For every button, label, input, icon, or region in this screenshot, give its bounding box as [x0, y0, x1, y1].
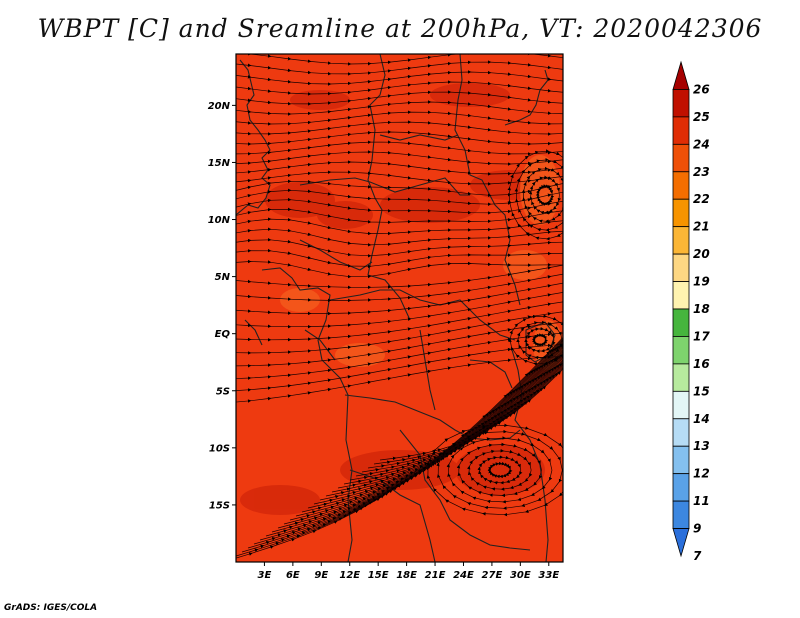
colorbar-label: 12 — [693, 467, 710, 481]
streamline — [236, 60, 563, 76]
lat-label: EQ — [215, 329, 231, 340]
lon-label: 6E — [286, 570, 300, 581]
colorbar-swatch — [672, 116, 690, 145]
colorbar-label: 24 — [693, 137, 710, 151]
streamline — [508, 314, 563, 366]
colorbar-swatch — [672, 308, 690, 337]
colorbar-label: 23 — [693, 165, 710, 179]
streamline — [379, 321, 563, 461]
lon-label: 12E — [339, 570, 360, 581]
colorbar-swatch — [672, 226, 690, 255]
lon-label: 18E — [396, 570, 417, 581]
lat-label: 5S — [216, 386, 230, 397]
colorbar-swatch — [672, 143, 690, 173]
latitude-axis: 20N 15N 10N 5N EQ 5S 10S 15S — [208, 101, 236, 511]
colorbar-label: 15 — [693, 384, 710, 398]
lon-label: 21E — [425, 570, 446, 581]
streamlines — [236, 54, 563, 559]
colorbar-label: 16 — [693, 357, 710, 371]
colorbar-swatch — [672, 89, 690, 118]
lat-label: 15N — [208, 158, 231, 169]
colorbar-swatch — [672, 60, 690, 90]
longitude-axis: 3E 6E 9E 12E 15E 18E 21E 24E 27E 30E 33E — [258, 562, 559, 581]
map-frame — [235, 53, 564, 563]
lat-label: 10N — [208, 215, 231, 226]
colorbar-swatch — [672, 500, 690, 529]
colorbar-swatch — [672, 171, 690, 200]
colorbar: 26 25 24 23 22 21 20 19 18 17 16 15 14 13 12 11 9 7 — [672, 60, 710, 563]
lon-label: 30E — [510, 570, 531, 581]
colorbar-label: 25 — [693, 110, 710, 124]
colorbar-swatch — [672, 198, 690, 228]
colorbar-label: 13 — [693, 439, 710, 453]
lat-label: 20N — [208, 101, 231, 112]
colorbar-swatch — [672, 418, 690, 447]
footer-credit: GrADS: IGES/COLA — [4, 603, 98, 613]
lon-label: 15E — [368, 570, 389, 581]
colorbar-swatch — [672, 528, 690, 558]
colorbar-swatch — [672, 253, 690, 282]
lon-label: 33E — [538, 570, 559, 581]
colorbar-label: 7 — [693, 549, 702, 563]
lon-label: 24E — [453, 570, 474, 581]
streamline — [425, 423, 563, 517]
lat-label: 5N — [215, 272, 231, 283]
colorbar-label: 9 — [693, 522, 701, 536]
colorbar-swatch — [672, 390, 690, 420]
colorbar-swatch — [672, 281, 690, 310]
colorbar-label: 19 — [693, 275, 710, 289]
colorbar-swatch — [672, 336, 690, 365]
colorbar-label: 17 — [693, 329, 710, 343]
map-area — [236, 54, 563, 562]
lon-label: 3E — [258, 570, 272, 581]
colorbar-swatch — [672, 363, 690, 392]
colorbar-label: 20 — [693, 247, 710, 261]
colorbar-label: 14 — [693, 412, 710, 426]
lon-label: 9E — [314, 570, 328, 581]
lat-label: 10S — [209, 443, 230, 454]
chart-title: WBPT [C] and Sreamline at 200hPa, VT: 20… — [37, 14, 763, 43]
colorbar-swatch — [672, 473, 690, 502]
colorbar-label: 26 — [693, 82, 710, 96]
lat-label: 15S — [209, 500, 230, 511]
colorbar-label: 21 — [693, 220, 710, 234]
colorbar-swatch — [672, 445, 690, 475]
colorbar-label: 11 — [693, 494, 710, 508]
lon-label: 27E — [482, 570, 503, 581]
colorbar-label: 18 — [693, 302, 710, 316]
colorbar-label: 22 — [693, 192, 710, 206]
